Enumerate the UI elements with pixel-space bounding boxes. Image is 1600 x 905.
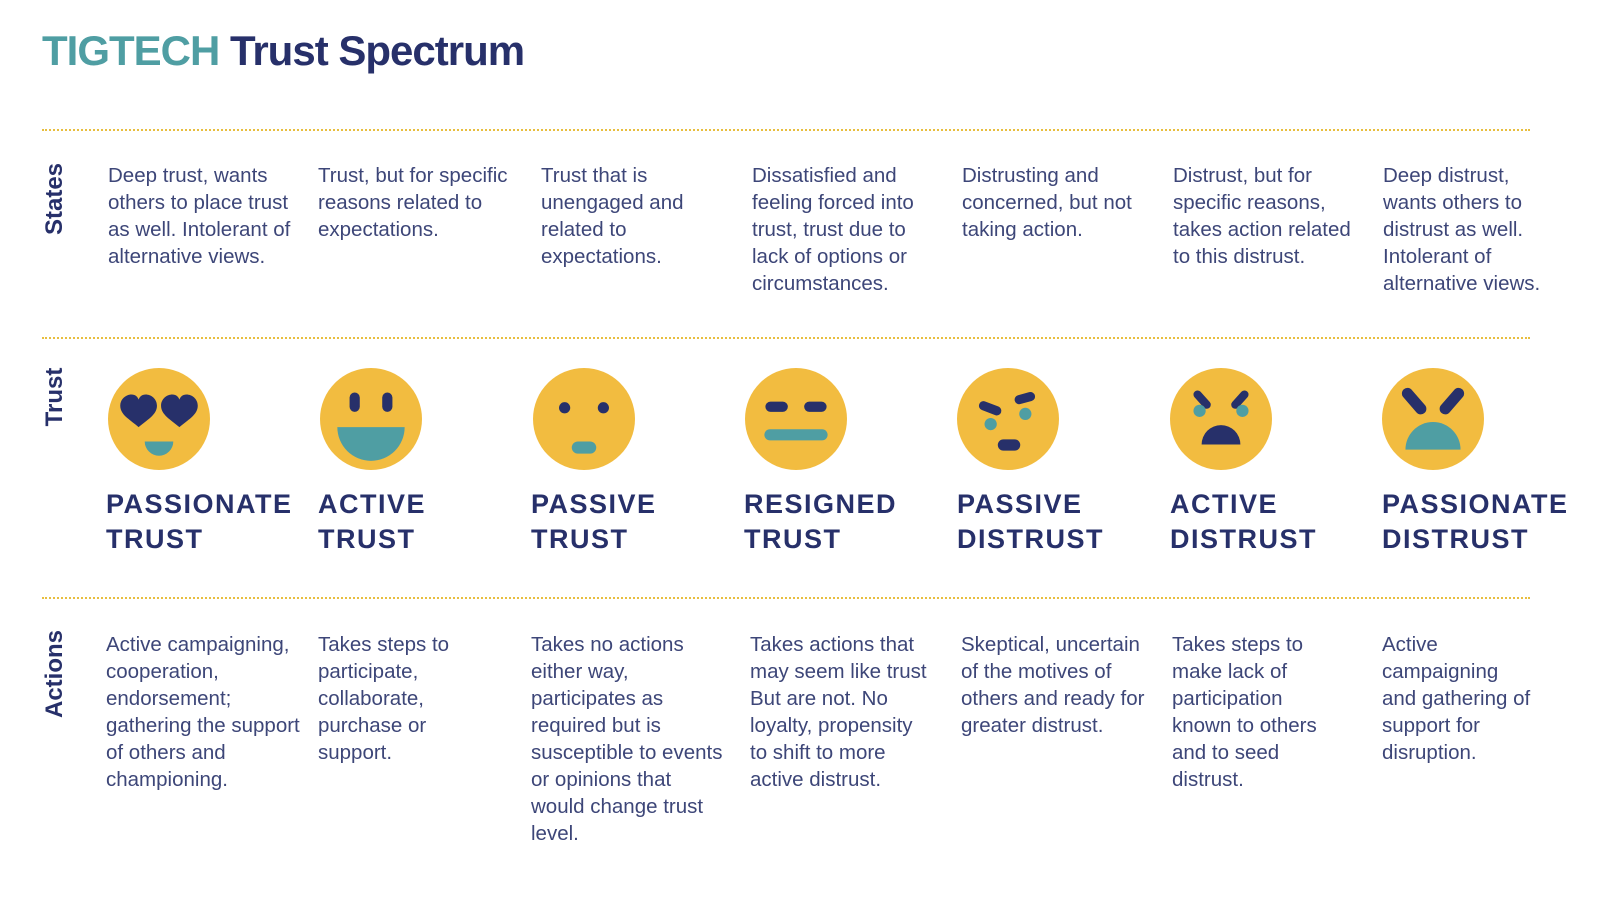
- action-resigned-trust: Takes actions that may seem like trust B…: [750, 633, 927, 791]
- divider-top: [42, 129, 1530, 131]
- trust-level-passive-distrust: PASSIVE DISTRUST: [957, 489, 1104, 554]
- angry-face-icon: [1382, 368, 1484, 470]
- flat-mouth-face-icon: [745, 368, 847, 470]
- action-passionate-distrust: Active campaigning and gathering of supp…: [1382, 633, 1531, 764]
- heart-eyes-face-icon: [108, 368, 210, 470]
- big-smile-face-icon: [320, 368, 422, 470]
- trust-level-passive-trust: PASSIVE TRUST: [531, 489, 657, 554]
- divider-middle: [42, 337, 1530, 339]
- trust-level-active-trust: ACTIVE TRUST: [318, 489, 427, 554]
- action-passive-distrust: Skeptical, uncertain of the motives of o…: [961, 633, 1145, 737]
- action-active-distrust: Takes steps to make lack of participatio…: [1172, 633, 1317, 791]
- state-resigned-trust: Dissatisfied and feeling forced into tru…: [752, 164, 914, 295]
- action-passionate-trust: Active campaigning, cooperation, endorse…: [106, 633, 300, 791]
- state-passive-distrust: Distrusting and concerned, but not takin…: [962, 164, 1132, 241]
- row-label-trust: Trust: [41, 367, 68, 427]
- skeptical-face-icon: [957, 368, 1059, 470]
- brand-name: TIGTECH: [42, 27, 220, 74]
- trust-level-passionate-distrust: PASSIONATE DISTRUST: [1382, 489, 1569, 554]
- divider-bottom: [42, 597, 1530, 599]
- page-title: TIGTECH Trust Spectrum: [42, 27, 525, 74]
- neutral-face-icon: [533, 368, 635, 470]
- state-active-distrust: Distrust, but for specific reasons, take…: [1173, 164, 1351, 268]
- trust-level-active-distrust: ACTIVE DISTRUST: [1170, 489, 1317, 554]
- state-active-trust: Trust, but for specific reasons related …: [318, 164, 508, 241]
- state-passionate-distrust: Deep distrust, wants others to distrust …: [1383, 164, 1541, 295]
- state-passive-trust: Trust that is unengaged and related to e…: [541, 164, 684, 268]
- trust-level-resigned-trust: RESIGNED TRUST: [744, 489, 898, 554]
- title-text: Trust Spectrum: [230, 27, 525, 74]
- row-label-states: States: [41, 162, 68, 236]
- row-label-actions: Actions: [41, 629, 68, 719]
- action-passive-trust: Takes no actions either way, participate…: [531, 633, 723, 845]
- state-passionate-trust: Deep trust, wants others to place trust …: [108, 164, 291, 268]
- trust-level-passionate-trust: PASSIONATE TRUST: [106, 489, 293, 554]
- action-active-trust: Takes steps to participate, collaborate,…: [318, 633, 450, 764]
- upset-face-icon: [1170, 368, 1272, 470]
